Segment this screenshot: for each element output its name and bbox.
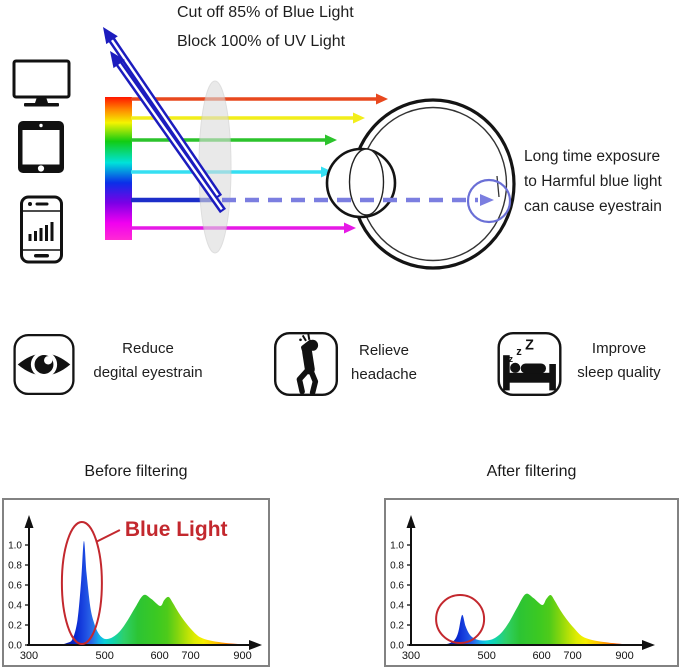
svg-text:500: 500 [478,650,496,662]
lens-icon [198,80,232,254]
svg-text:0.2: 0.2 [390,621,404,632]
after-chart-title: After filtering [486,463,577,480]
smartphone-icon [20,195,63,264]
svg-text:300: 300 [402,650,420,662]
after-chart-panel: 0.0 0.2 0.4 0.6 0.8 1.0 300 500 600 700 900 [384,498,679,667]
warning-line-1: Long time exposure [524,148,661,165]
svg-text:900: 900 [233,650,251,662]
warning-text: Long time exposure to Harmful blue light… [524,144,662,219]
eye-icon [13,333,75,396]
signal-bars-glyph [28,222,54,241]
blue-ray-arrowhead [480,194,494,206]
svg-text:0.4: 0.4 [8,601,22,612]
svg-text:700: 700 [563,650,581,662]
svg-text:0.4: 0.4 [390,601,404,612]
feature-label-eyestrain: Reduce degital eyestrain [93,340,203,381]
before-chart-title: Before filtering [84,463,188,480]
feature-label-sleep: Improve sleep quality [577,340,661,381]
svg-text:500: 500 [96,650,114,662]
spectrum-area [439,593,636,645]
light-path-diagram [12,27,516,270]
annotation-connector [95,529,121,543]
transmitted-blue-ray [222,178,512,224]
green-ray [131,134,337,146]
warning-line-3: can cause eyestrain [524,198,662,215]
svg-text:600: 600 [532,650,550,662]
svg-text:0.6: 0.6 [8,581,22,592]
svg-text:z: z [516,346,522,358]
svg-text:0.8: 0.8 [390,561,404,572]
headache-icon [273,331,339,397]
svg-text:0.0: 0.0 [8,641,22,652]
tablet-icon [18,121,64,173]
blue-peak-circle [435,594,486,644]
spectrum-area [57,540,254,645]
monitor-icon [12,59,71,107]
feature-label-headache: Relieve headache [351,342,417,383]
spectrum-chart-after: 0.0 0.2 0.4 0.6 0.8 1.0 300 500 600 700 900 [390,515,655,662]
blue-light-annotation: Blue Light [125,518,228,541]
svg-text:0.0: 0.0 [390,641,404,652]
reflected-blue-beams [103,27,227,214]
claim-uv-light: Block 100% of UV Light [177,33,346,50]
retina-highlight-circle [466,178,512,224]
svg-text:0.2: 0.2 [8,621,22,632]
before-chart-panel: 0.0 0.2 0.4 0.6 0.8 1.0 300 500 600 700 900 Blue Li… [2,498,270,667]
svg-text:1.0: 1.0 [390,541,404,552]
svg-text:0.6: 0.6 [390,581,404,592]
svg-text:700: 700 [181,650,199,662]
spectrum-bar [105,97,132,240]
svg-text:300: 300 [20,650,38,662]
svg-text:z: z [509,354,514,364]
cyan-ray [131,166,333,178]
magenta-ray [131,222,356,234]
claim-blue-light: Cut off 85% of Blue Light [177,4,354,21]
svg-text:0.8: 0.8 [8,561,22,572]
svg-text:Z: Z [525,338,534,354]
eye-diagram [325,98,516,270]
svg-text:900: 900 [615,650,633,662]
blue-peak-ellipse [60,521,103,645]
red-ray [131,93,388,105]
spectrum-chart-before: 0.0 0.2 0.4 0.6 0.8 1.0 300 500 600 700 900 Blue Li… [8,515,262,662]
sleep-icon: z z Z [497,331,562,397]
warning-line-2: to Harmful blue light [524,173,662,190]
svg-text:1.0: 1.0 [8,541,22,552]
svg-text:600: 600 [150,650,168,662]
